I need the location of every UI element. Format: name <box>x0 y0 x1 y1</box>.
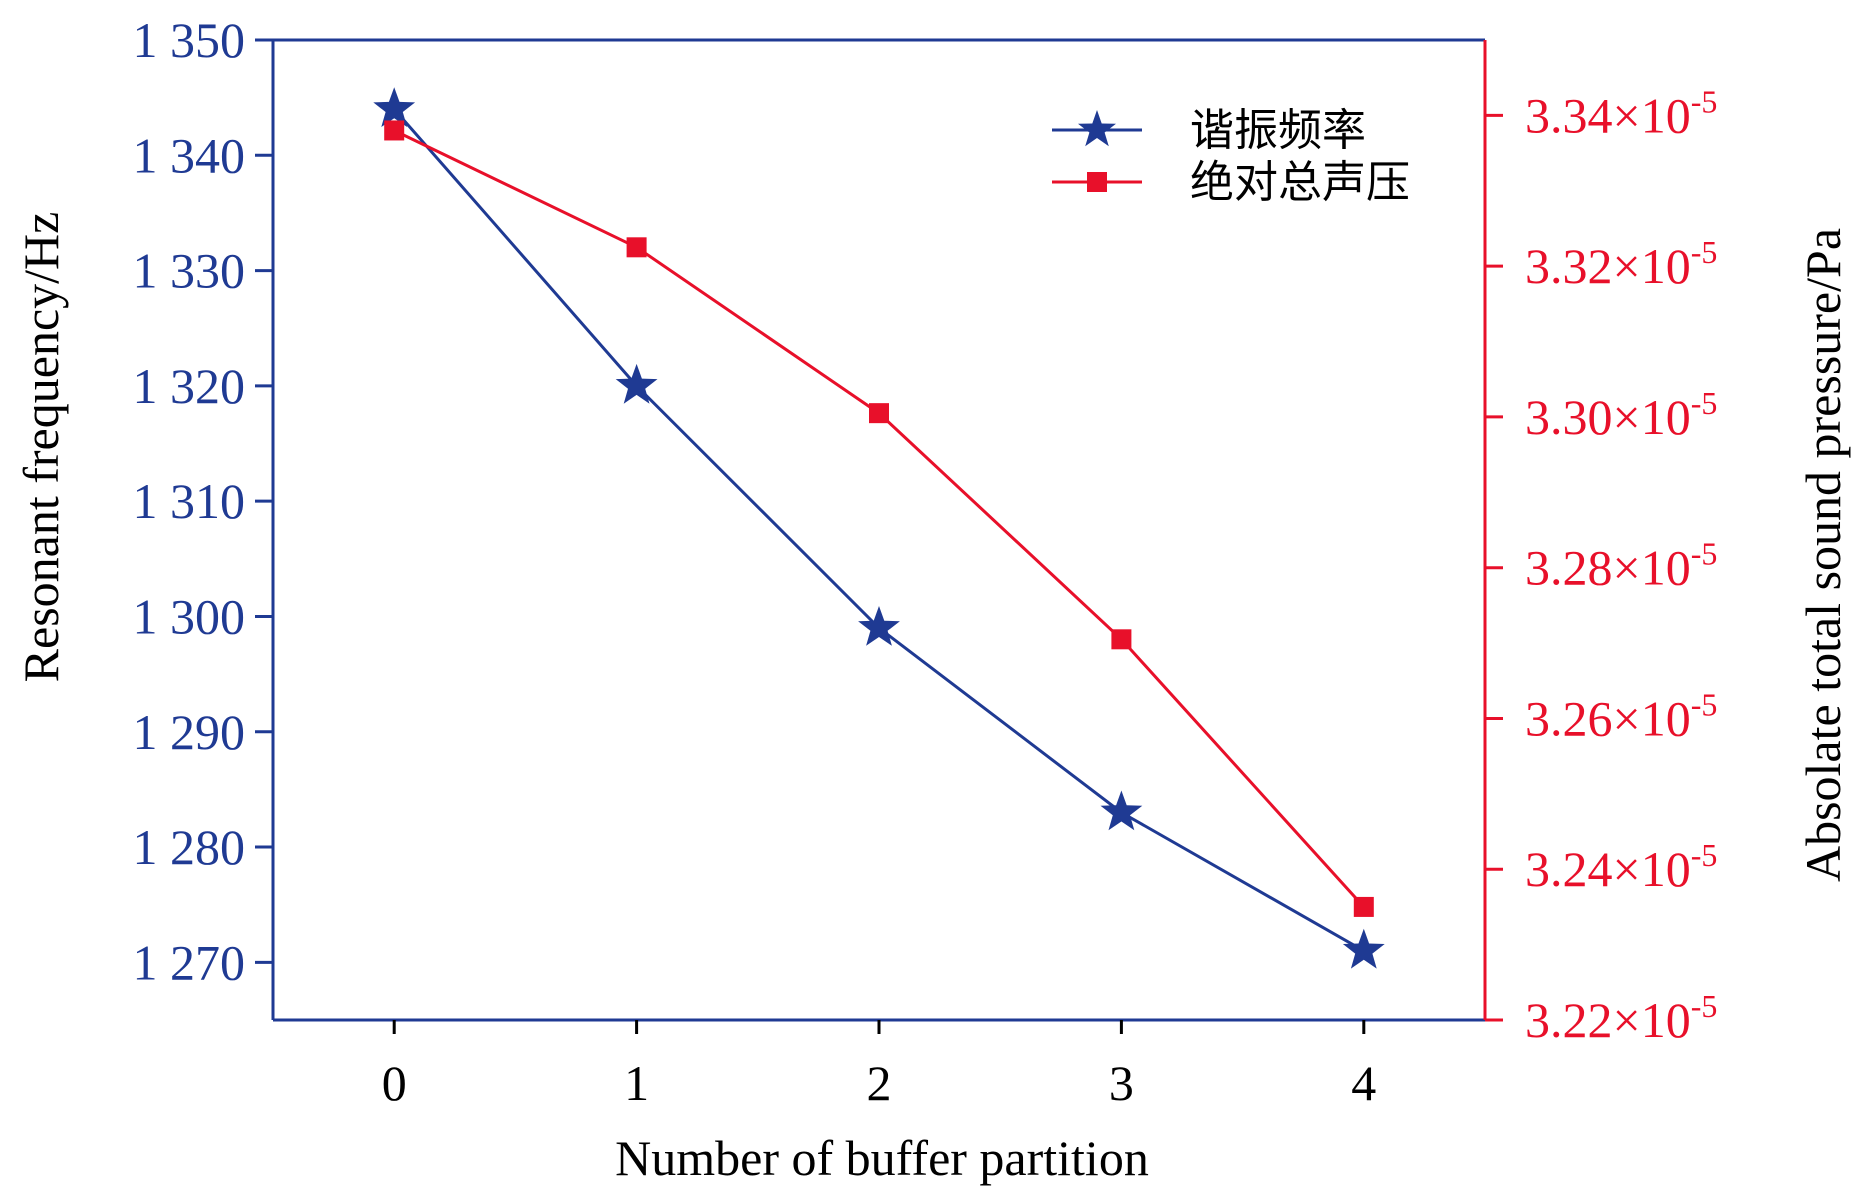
data-point-square <box>384 120 405 141</box>
left-y-tick-label: 1 300 <box>133 588 246 644</box>
data-point-star <box>615 363 658 404</box>
x-tick-label: 1 <box>624 1055 649 1111</box>
right-y-axis-title: Absolate total sound pressure/Pa <box>1795 228 1851 882</box>
left-y-tick-label: 1 340 <box>133 127 246 183</box>
right-y-tick-label: 3.32×10-5 <box>1525 234 1717 294</box>
data-point-square <box>1353 896 1374 917</box>
left-y-tick-label: 1 270 <box>133 934 246 990</box>
left-y-tick-label: 1 290 <box>133 704 246 760</box>
right-y-tick-label: 3.24×10-5 <box>1525 837 1717 897</box>
left-y-tick-label: 1 350 <box>133 12 246 68</box>
right-y-tick-label: 3.26×10-5 <box>1525 686 1717 746</box>
legend-label: 绝对总声压 <box>1190 157 1410 208</box>
legend-label: 谐振频率 <box>1190 105 1366 156</box>
x-tick-label: 0 <box>382 1055 407 1111</box>
x-tick-label: 3 <box>1109 1055 1134 1111</box>
left-y-axis-title: Resonant frequency/Hz <box>13 212 69 683</box>
legend-marker-square <box>1087 172 1107 192</box>
left-y-tick-label: 1 310 <box>133 473 246 529</box>
data-point-star <box>858 606 900 646</box>
right-y-tick-label: 3.22×10-5 <box>1525 988 1717 1048</box>
series-layer <box>373 87 1385 969</box>
right-y-tick-label: 3.30×10-5 <box>1525 385 1717 445</box>
x-axis-title: Number of buffer partition <box>615 1130 1149 1186</box>
series-line-1 <box>393 129 1365 908</box>
right-y-tick-label: 3.34×10-5 <box>1525 83 1717 143</box>
data-point-star <box>1100 790 1143 831</box>
x-tick-label: 2 <box>867 1055 892 1111</box>
data-point-square <box>1111 629 1132 650</box>
left-y-tick-label: 1 280 <box>133 819 246 875</box>
left-y-tick-label: 1 320 <box>133 358 246 414</box>
x-tick-label: 4 <box>1351 1055 1376 1111</box>
legend-marker-star <box>1078 110 1116 147</box>
right-y-tick-label: 3.28×10-5 <box>1525 536 1717 596</box>
data-point-star <box>373 87 416 127</box>
series-line-0 <box>393 108 1365 953</box>
data-point-square <box>626 237 647 258</box>
data-point-square <box>869 403 889 424</box>
data-point-star <box>1342 928 1385 969</box>
left-y-tick-label: 1 330 <box>133 243 246 299</box>
